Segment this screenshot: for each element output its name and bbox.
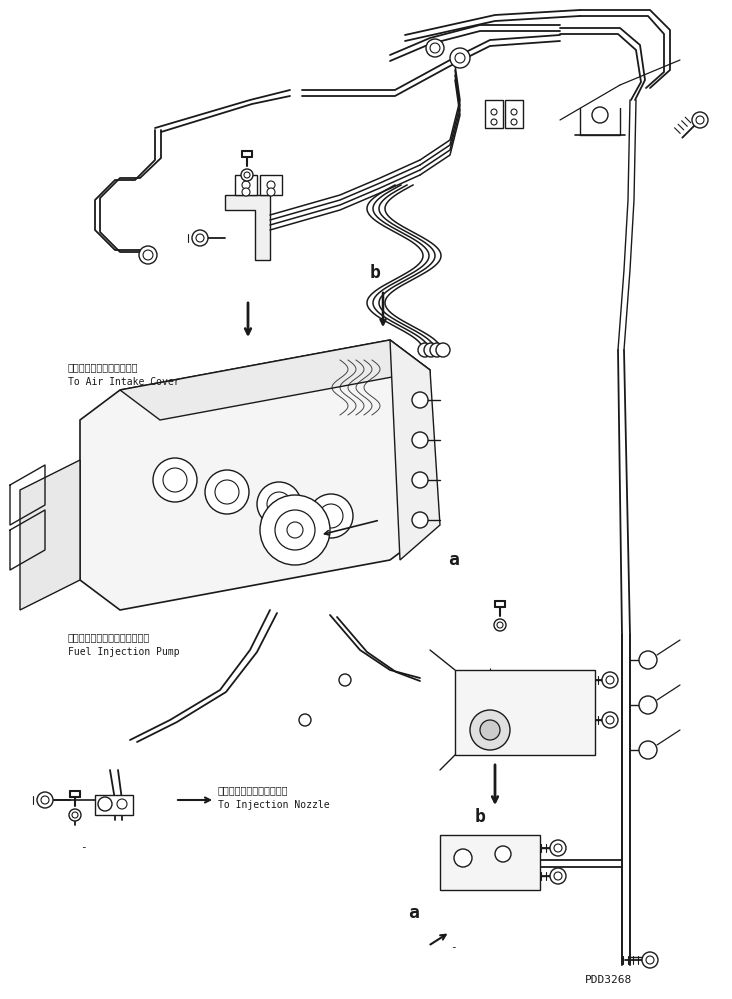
Circle shape [69, 809, 81, 821]
Circle shape [41, 796, 49, 804]
Circle shape [412, 512, 428, 528]
Circle shape [205, 470, 249, 514]
Circle shape [163, 468, 187, 492]
Circle shape [412, 392, 428, 408]
Bar [440, 835, 540, 890]
Circle shape [430, 343, 444, 357]
Text: b: b [370, 264, 381, 282]
Circle shape [412, 432, 428, 448]
Circle shape [215, 480, 239, 504]
Circle shape [267, 188, 275, 196]
Circle shape [592, 107, 608, 123]
Circle shape [639, 696, 657, 714]
Circle shape [554, 844, 562, 852]
Circle shape [550, 840, 566, 856]
Circle shape [117, 799, 127, 809]
Bar [235, 175, 257, 195]
Circle shape [491, 119, 497, 125]
Circle shape [309, 494, 353, 538]
Bar [95, 795, 133, 815]
Text: To Air Intake Cover: To Air Intake Cover [68, 377, 179, 387]
Polygon shape [20, 460, 80, 610]
Circle shape [495, 846, 511, 862]
Polygon shape [120, 340, 430, 420]
Text: -: - [450, 942, 457, 952]
Circle shape [153, 458, 197, 502]
Circle shape [646, 956, 654, 964]
Circle shape [339, 674, 351, 686]
Bar [485, 100, 503, 128]
Circle shape [550, 868, 566, 884]
Circle shape [436, 343, 450, 357]
Text: b: b [475, 808, 486, 826]
Circle shape [494, 619, 506, 631]
Circle shape [196, 234, 204, 242]
Polygon shape [225, 195, 270, 260]
Circle shape [639, 741, 657, 759]
Bar [455, 670, 595, 755]
Circle shape [639, 651, 657, 669]
Circle shape [260, 495, 330, 565]
Circle shape [275, 510, 315, 550]
Circle shape [267, 492, 291, 516]
Text: インジェクションノズルへ: インジェクションノズルへ [218, 785, 288, 795]
Circle shape [602, 712, 618, 728]
Circle shape [426, 39, 444, 57]
Circle shape [72, 812, 78, 818]
Bar [505, 100, 523, 128]
Circle shape [454, 849, 472, 867]
Circle shape [430, 43, 440, 53]
Circle shape [606, 716, 614, 724]
Circle shape [418, 343, 432, 357]
Polygon shape [80, 340, 430, 610]
Polygon shape [390, 340, 440, 560]
Circle shape [480, 720, 500, 740]
Circle shape [299, 714, 311, 726]
Circle shape [257, 482, 301, 526]
Circle shape [491, 109, 497, 115]
Text: -: - [80, 842, 87, 852]
Circle shape [497, 622, 503, 628]
Circle shape [696, 116, 704, 124]
Text: a: a [408, 904, 419, 922]
Circle shape [244, 172, 250, 178]
Circle shape [602, 672, 618, 688]
Circle shape [319, 504, 343, 528]
Circle shape [242, 188, 250, 196]
Circle shape [412, 472, 428, 488]
Circle shape [143, 250, 153, 260]
Circle shape [606, 676, 614, 684]
Text: PDD3268: PDD3268 [585, 975, 632, 985]
Circle shape [511, 119, 517, 125]
Circle shape [242, 181, 250, 189]
Circle shape [511, 109, 517, 115]
Circle shape [692, 112, 708, 128]
Circle shape [267, 181, 275, 189]
Circle shape [470, 710, 510, 750]
Circle shape [642, 952, 658, 968]
Text: エアーインテークカバーへ: エアーインテークカバーへ [68, 362, 138, 372]
Circle shape [554, 872, 562, 880]
Circle shape [450, 48, 470, 68]
Text: Fuel Injection Pump: Fuel Injection Pump [68, 647, 179, 657]
Circle shape [287, 522, 303, 538]
Bar [260, 175, 282, 195]
Circle shape [98, 797, 112, 811]
Circle shape [37, 792, 53, 808]
Text: To Injection Nozzle: To Injection Nozzle [218, 800, 329, 810]
Text: フェルインジェクションポンプ: フェルインジェクションポンプ [68, 632, 150, 642]
Circle shape [192, 230, 208, 246]
Circle shape [241, 169, 253, 181]
Text: a: a [448, 551, 459, 569]
Circle shape [455, 53, 465, 63]
Circle shape [139, 246, 157, 264]
Circle shape [424, 343, 438, 357]
